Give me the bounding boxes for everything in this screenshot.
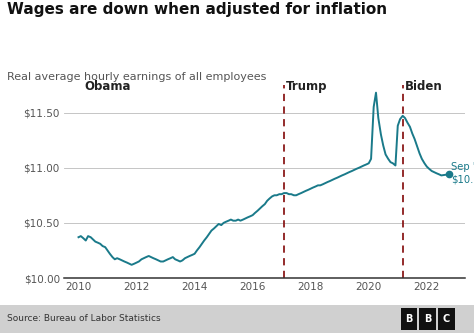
Text: B: B <box>405 314 412 324</box>
Text: Biden: Biden <box>405 80 443 93</box>
Text: Wages are down when adjusted for inflation: Wages are down when adjusted for inflati… <box>7 2 387 17</box>
Text: Trump: Trump <box>286 80 328 93</box>
Text: C: C <box>443 314 450 324</box>
FancyBboxPatch shape <box>401 308 417 330</box>
Text: Real average hourly earnings of all employees: Real average hourly earnings of all empl… <box>7 72 266 82</box>
FancyBboxPatch shape <box>419 308 436 330</box>
Text: Obama: Obama <box>84 80 131 93</box>
Text: Source: Bureau of Labor Statistics: Source: Bureau of Labor Statistics <box>7 314 161 323</box>
FancyBboxPatch shape <box>438 308 455 330</box>
Text: B: B <box>424 314 431 324</box>
Text: Sep '22
$10.94: Sep '22 $10.94 <box>451 162 474 184</box>
